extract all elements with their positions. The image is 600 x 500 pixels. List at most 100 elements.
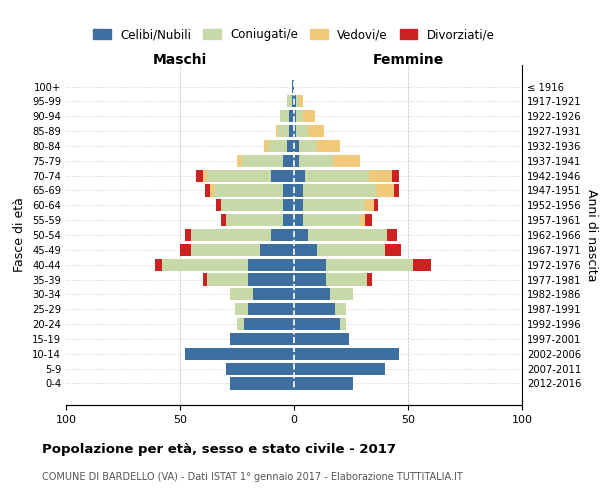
Bar: [413, 258, 431, 271]
Bar: [287, 140, 294, 152]
Bar: [303, 199, 365, 211]
Bar: [294, 318, 340, 330]
Bar: [260, 244, 294, 256]
Bar: [221, 199, 283, 211]
Bar: [191, 244, 260, 256]
Bar: [326, 274, 367, 285]
Bar: [180, 244, 191, 256]
Bar: [294, 274, 326, 285]
Bar: [226, 214, 283, 226]
Bar: [244, 318, 294, 330]
Bar: [367, 274, 371, 285]
Bar: [248, 274, 294, 285]
Bar: [230, 333, 294, 345]
Bar: [299, 154, 333, 167]
Bar: [248, 258, 294, 271]
Bar: [294, 333, 349, 345]
Bar: [296, 110, 303, 122]
Bar: [294, 303, 335, 316]
Bar: [203, 170, 208, 181]
Bar: [303, 214, 360, 226]
Bar: [191, 229, 271, 241]
Bar: [283, 154, 294, 167]
Bar: [392, 170, 399, 181]
Bar: [155, 258, 162, 271]
Bar: [196, 170, 203, 181]
Legend: Celibi/Nubili, Coniugati/e, Vedovi/e, Divorziati/e: Celibi/Nubili, Coniugati/e, Vedovi/e, Di…: [89, 24, 499, 46]
Bar: [294, 362, 385, 374]
Bar: [294, 258, 326, 271]
Bar: [374, 199, 379, 211]
Bar: [214, 184, 283, 196]
Bar: [294, 125, 296, 137]
Bar: [299, 96, 303, 108]
Bar: [326, 258, 413, 271]
Bar: [305, 170, 369, 181]
Text: Maschi: Maschi: [153, 53, 207, 67]
Bar: [242, 154, 283, 167]
Text: Popolazione per età, sesso e stato civile - 2017: Popolazione per età, sesso e stato civil…: [42, 442, 396, 456]
Bar: [209, 184, 214, 196]
Bar: [292, 96, 294, 108]
Bar: [237, 318, 244, 330]
Bar: [360, 214, 365, 226]
Bar: [283, 199, 294, 211]
Bar: [289, 125, 294, 137]
Bar: [287, 96, 292, 108]
Bar: [296, 125, 308, 137]
Bar: [226, 362, 294, 374]
Bar: [308, 229, 388, 241]
Bar: [269, 140, 287, 152]
Bar: [185, 348, 294, 360]
Bar: [265, 140, 269, 152]
Bar: [365, 199, 374, 211]
Bar: [294, 288, 331, 300]
Bar: [369, 170, 392, 181]
Bar: [317, 140, 340, 152]
Bar: [294, 140, 299, 152]
Bar: [230, 288, 253, 300]
Bar: [253, 288, 294, 300]
Bar: [317, 244, 385, 256]
Bar: [365, 214, 371, 226]
Bar: [299, 140, 317, 152]
Bar: [294, 154, 299, 167]
Bar: [271, 229, 294, 241]
Bar: [333, 154, 360, 167]
Bar: [385, 244, 401, 256]
Bar: [271, 170, 294, 181]
Bar: [203, 274, 208, 285]
Bar: [276, 125, 278, 137]
Bar: [331, 288, 353, 300]
Bar: [294, 244, 317, 256]
Bar: [217, 199, 221, 211]
Bar: [294, 378, 353, 390]
Bar: [230, 378, 294, 390]
Bar: [294, 214, 303, 226]
Y-axis label: Fasce di età: Fasce di età: [13, 198, 26, 272]
Y-axis label: Anni di nascita: Anni di nascita: [585, 188, 598, 281]
Bar: [335, 303, 346, 316]
Bar: [340, 318, 346, 330]
Bar: [283, 214, 294, 226]
Bar: [292, 80, 294, 92]
Bar: [208, 274, 248, 285]
Bar: [278, 125, 289, 137]
Bar: [294, 110, 296, 122]
Bar: [280, 110, 289, 122]
Bar: [303, 110, 314, 122]
Bar: [376, 184, 394, 196]
Text: COMUNE DI BARDELLO (VA) - Dati ISTAT 1° gennaio 2017 - Elaborazione TUTTITALIA.I: COMUNE DI BARDELLO (VA) - Dati ISTAT 1° …: [42, 472, 463, 482]
Bar: [205, 184, 209, 196]
Bar: [296, 96, 299, 108]
Bar: [221, 214, 226, 226]
Bar: [185, 229, 191, 241]
Bar: [394, 184, 399, 196]
Bar: [303, 184, 376, 196]
Bar: [289, 110, 294, 122]
Bar: [208, 170, 271, 181]
Bar: [294, 170, 305, 181]
Bar: [294, 348, 399, 360]
Bar: [294, 184, 303, 196]
Text: Femmine: Femmine: [373, 53, 443, 67]
